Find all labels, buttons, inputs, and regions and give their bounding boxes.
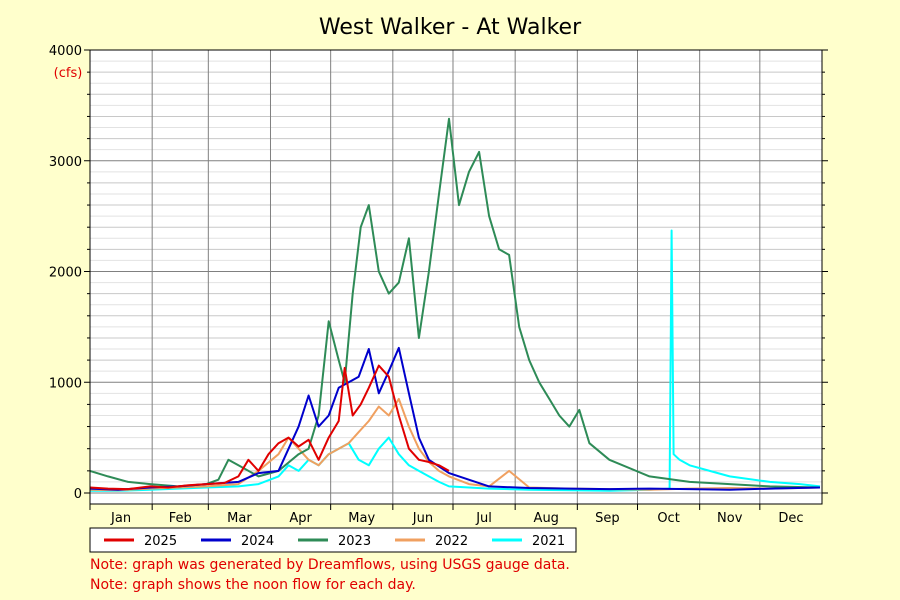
legend-label-2021: 2021 — [532, 534, 565, 549]
y-tick-label: 1000 — [49, 376, 82, 391]
y-tick-label: 0 — [74, 487, 82, 502]
legend: 2025 2024 2023 2022 2021 — [89, 527, 577, 553]
series-lines — [89, 117, 821, 492]
grid — [90, 49, 822, 504]
y-tick-label: 3000 — [49, 155, 82, 170]
x-tick-label: Jun — [412, 511, 433, 526]
x-tick-label: Aug — [534, 511, 559, 526]
series-line-2023 — [89, 117, 821, 489]
axes: Jan Feb Mar Apr May Jun Jul Aug Sep Oct Nov Dec 0 100… — [49, 44, 828, 526]
x-tick-label: Jul — [475, 511, 492, 526]
chart-title: West Walker - At Walker — [319, 15, 582, 40]
series-line-2025 — [89, 364, 450, 491]
note-source: Note: graph was generated by Dreamflows,… — [90, 557, 570, 573]
x-tick-label: Oct — [657, 511, 679, 526]
legend-label-2022: 2022 — [435, 534, 468, 549]
series-line-2024 — [89, 346, 821, 491]
x-tick-label: May — [348, 511, 375, 526]
legend-label-2023: 2023 — [338, 534, 371, 549]
note-noon-flow: Note: graph shows the noon flow for each… — [90, 577, 416, 593]
x-tick-label: Feb — [169, 511, 192, 526]
y-axis-unit: (cfs) — [54, 66, 83, 81]
plot-border — [89, 49, 823, 505]
x-tick-label: Jan — [110, 511, 131, 526]
y-tick-label: 2000 — [49, 266, 82, 281]
series-line-2021 — [90, 229, 821, 492]
x-tick-label: Apr — [289, 511, 312, 526]
x-tick-label: Sep — [595, 511, 620, 526]
y-tick-label: 4000 — [49, 44, 82, 59]
legend-label-2024: 2024 — [241, 534, 274, 549]
x-tick-label: Nov — [717, 511, 743, 526]
x-tick-label: Dec — [778, 511, 803, 526]
legend-label-2025: 2025 — [144, 534, 177, 549]
plot-area — [90, 50, 822, 504]
x-tick-label: Mar — [227, 511, 252, 526]
